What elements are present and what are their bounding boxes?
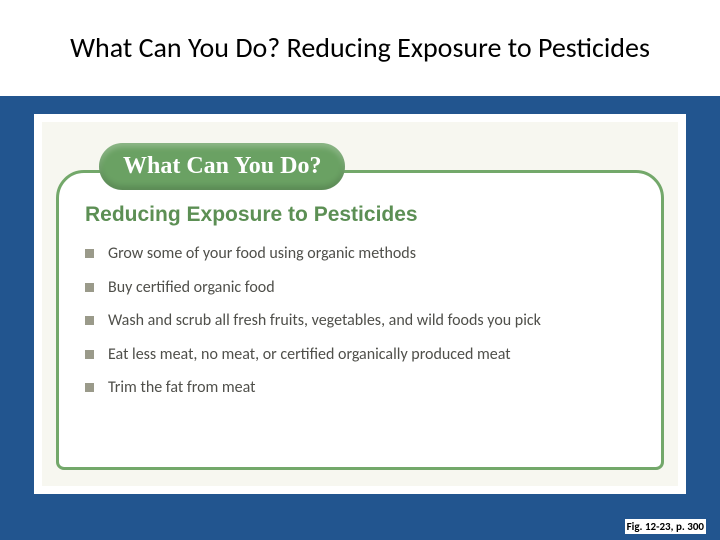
content-inner: What Can You Do? Reducing Exposure to Pe… [42,122,678,486]
list-item: Grow some of your food using organic met… [85,243,641,265]
slide-header: What Can You Do? Reducing Exposure to Pe… [0,0,720,96]
list-item: Buy certified organic food [85,277,641,299]
box-subtitle: Reducing Exposure to Pesticides [85,203,418,227]
figure-reference: Fig. 12-23, p. 300 [625,519,706,534]
list-item: Eat less meat, no meat, or certified org… [85,344,641,366]
item-text: Wash and scrub all fresh fruits, vegetab… [108,310,541,332]
item-text: Buy certified organic food [108,277,275,299]
bullet-icon [85,249,94,258]
bullet-icon [85,383,94,392]
bullet-icon [85,350,94,359]
content-panel: What Can You Do? Reducing Exposure to Pe… [34,114,686,494]
item-text: Grow some of your food using organic met… [108,243,416,265]
item-text: Eat less meat, no meat, or certified org… [108,344,511,366]
item-text: Trim the fat from meat [108,377,256,399]
bullet-icon [85,316,94,325]
list-item: Wash and scrub all fresh fruits, vegetab… [85,310,641,332]
list-item: Trim the fat from meat [85,377,641,399]
info-box: What Can You Do? Reducing Exposure to Pe… [56,170,664,470]
pill-badge: What Can You Do? [99,143,345,190]
tips-list: Grow some of your food using organic met… [85,243,641,411]
pill-text: What Can You Do? [123,153,321,179]
bullet-icon [85,283,94,292]
slide-title: What Can You Do? Reducing Exposure to Pe… [70,31,650,65]
